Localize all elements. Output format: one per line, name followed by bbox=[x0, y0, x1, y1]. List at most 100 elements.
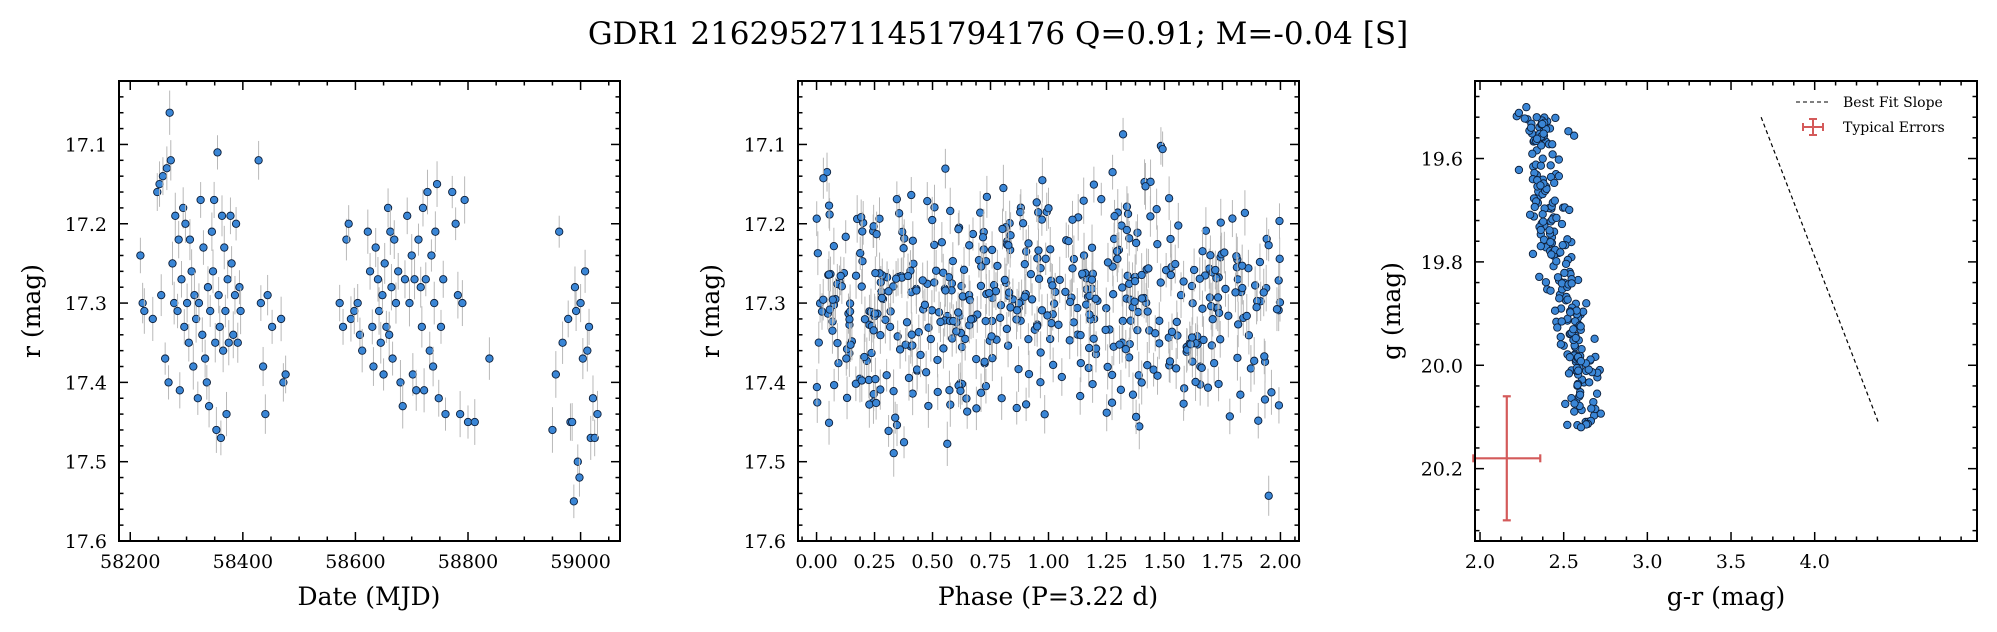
light-curve-xlabel: Date (MJD) bbox=[298, 582, 441, 611]
data-point bbox=[235, 283, 244, 292]
data-point bbox=[1174, 221, 1183, 230]
data-point bbox=[1195, 274, 1204, 283]
light-curve-plot-area bbox=[136, 90, 602, 519]
data-point bbox=[1073, 303, 1082, 313]
color-magnitude-ylabel: g (mag) bbox=[1377, 262, 1406, 360]
data-point bbox=[837, 282, 846, 291]
data-point bbox=[954, 225, 963, 234]
data-point bbox=[1004, 288, 1014, 297]
x-tick-label: 1.75 bbox=[1201, 551, 1243, 573]
data-point bbox=[174, 235, 183, 244]
data-point bbox=[1560, 268, 1569, 278]
data-point bbox=[1551, 113, 1560, 123]
data-point bbox=[1573, 380, 1582, 390]
x-tick-label: 1.25 bbox=[1085, 551, 1127, 573]
data-point bbox=[439, 275, 448, 284]
data-point bbox=[1047, 319, 1056, 328]
data-point bbox=[1556, 340, 1565, 349]
data-point bbox=[414, 235, 423, 244]
data-point bbox=[1107, 370, 1117, 380]
data-point bbox=[902, 318, 912, 327]
data-point bbox=[1522, 103, 1531, 112]
phase-folded-ticks: 0.00 0.25 0.50 0.75 1.00 1.25 1.50 1.75 2.00 17.1… bbox=[744, 81, 1302, 573]
data-point bbox=[1582, 299, 1591, 308]
data-point bbox=[261, 409, 270, 419]
data-point bbox=[1137, 294, 1147, 303]
data-point bbox=[963, 407, 972, 416]
data-point bbox=[1186, 340, 1195, 349]
y-tick-label: 17.5 bbox=[744, 452, 786, 474]
data-point bbox=[1078, 269, 1087, 278]
data-point bbox=[918, 276, 927, 285]
data-point bbox=[451, 219, 460, 228]
data-point bbox=[1570, 407, 1579, 416]
data-point bbox=[157, 290, 166, 300]
data-point bbox=[891, 274, 901, 283]
x-tick-label: 58800 bbox=[438, 551, 498, 573]
data-point bbox=[458, 298, 467, 308]
data-point bbox=[373, 275, 383, 284]
data-point bbox=[194, 298, 204, 308]
data-point bbox=[1554, 155, 1563, 164]
data-point bbox=[193, 394, 202, 403]
data-point bbox=[1144, 264, 1153, 273]
data-point bbox=[162, 164, 171, 173]
data-point bbox=[877, 293, 887, 303]
y-tick-label: 17.3 bbox=[65, 293, 107, 315]
data-point bbox=[998, 224, 1007, 234]
data-point bbox=[1066, 297, 1075, 307]
data-point bbox=[256, 298, 266, 308]
data-point bbox=[368, 322, 377, 332]
data-point bbox=[161, 354, 170, 363]
best-fit-slope-line bbox=[1760, 116, 1879, 423]
data-point bbox=[931, 266, 941, 275]
data-point bbox=[580, 267, 590, 276]
data-point bbox=[1546, 161, 1555, 170]
data-point bbox=[1166, 270, 1176, 280]
data-point bbox=[833, 338, 842, 348]
x-tick-label: 0.50 bbox=[911, 551, 953, 573]
data-point bbox=[814, 338, 823, 347]
data-point bbox=[892, 420, 902, 430]
data-point bbox=[363, 227, 372, 236]
data-point bbox=[1164, 194, 1174, 203]
data-point bbox=[1189, 265, 1199, 275]
data-point bbox=[1087, 243, 1097, 252]
data-point bbox=[857, 213, 866, 222]
data-point bbox=[1252, 303, 1261, 312]
data-point bbox=[346, 314, 356, 324]
data-point bbox=[1555, 294, 1564, 303]
data-point bbox=[408, 370, 417, 379]
data-point bbox=[148, 314, 157, 324]
data-point bbox=[1079, 196, 1088, 205]
data-point bbox=[1233, 353, 1242, 363]
data-point bbox=[1057, 372, 1066, 382]
data-point bbox=[1024, 369, 1034, 379]
data-point bbox=[376, 338, 385, 347]
y-tick-label: 17.5 bbox=[65, 452, 107, 474]
data-point bbox=[930, 240, 939, 250]
data-point bbox=[949, 316, 958, 326]
data-point bbox=[1044, 204, 1053, 213]
data-point bbox=[1115, 340, 1124, 349]
color-magnitude-panel: 2.0 2.5 3.0 3.5 4.0 19.6 19.8 20.0 20.2 g-r (mag… bbox=[1377, 80, 1978, 611]
data-point bbox=[884, 287, 893, 296]
data-point bbox=[1171, 259, 1180, 269]
data-point bbox=[875, 214, 884, 223]
data-point bbox=[405, 298, 414, 308]
data-point bbox=[972, 354, 981, 364]
data-point bbox=[236, 306, 245, 316]
data-point bbox=[1541, 278, 1551, 287]
data-point bbox=[860, 352, 869, 362]
data-point bbox=[987, 332, 996, 341]
data-point bbox=[215, 322, 224, 332]
data-point bbox=[1197, 363, 1206, 373]
data-point bbox=[1130, 277, 1140, 286]
data-point bbox=[209, 195, 219, 205]
data-point bbox=[155, 179, 164, 189]
data-point bbox=[1514, 108, 1524, 118]
data-point bbox=[1264, 491, 1273, 500]
data-point bbox=[1041, 254, 1050, 263]
data-point bbox=[858, 227, 867, 236]
data-point bbox=[1108, 168, 1117, 177]
